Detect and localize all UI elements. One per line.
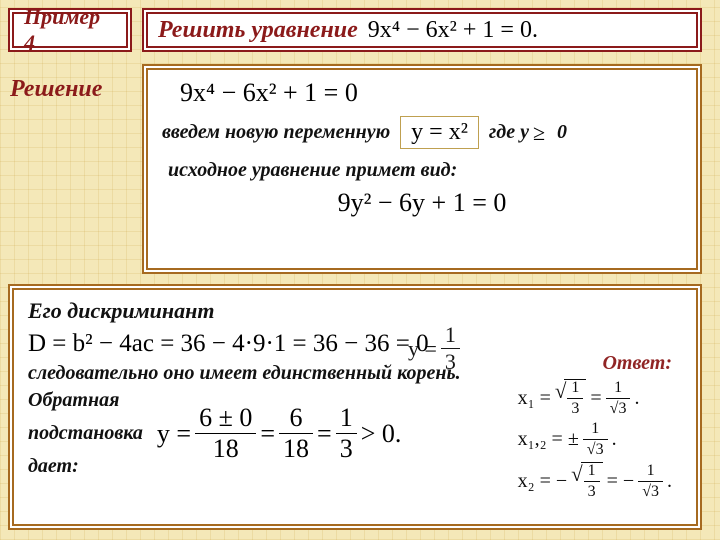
example-label: Пример 4 <box>24 4 116 56</box>
substitution-line: введем новую переменную y = x² где y ≥ 0 <box>162 116 682 149</box>
x2-lhs: x₂ = − <box>518 470 568 493</box>
zero-label: 0 <box>557 121 567 144</box>
equation-original: 9x⁴ − 6x² + 1 = 0 <box>180 78 682 108</box>
where-y-label: где y <box>489 121 529 144</box>
y-f2-den: 18 <box>279 434 313 462</box>
solution-body-box: 9x⁴ − 6x² + 1 = 0 введем новую переменну… <box>142 64 702 274</box>
introduce-var-label: введем новую переменную <box>162 121 390 144</box>
x2-rhs: = − <box>607 470 635 493</box>
geq-symbol: ≥ <box>533 120 545 146</box>
reverse-label-3: дает: <box>28 455 143 478</box>
x12-lhs: x₁,₂ = ± <box>518 428 579 451</box>
equation-in-y: 9y² − 6y + 1 = 0 <box>162 188 682 218</box>
title-equation: 9x⁴ − 6x² + 1 = 0. <box>368 17 538 44</box>
x12-num: 1 <box>583 421 608 440</box>
substitution-eq: y = x² <box>411 119 468 145</box>
x12-line: x₁,₂ = ± 1 √3 . <box>518 421 672 458</box>
y-f2-num: 6 <box>279 405 313 434</box>
y-root-equation: y = 6 ± 0 18 = 6 18 = 1 3 > 0. <box>157 405 401 462</box>
x1-line: x₁ = 1 3 = 1 √3 . <box>518 379 672 417</box>
discriminant-box: Его дискриминант D = b² − 4ac = 36 − 4·9… <box>8 284 702 530</box>
overlay-den: 3 <box>441 349 460 373</box>
answer-label: Ответ: <box>518 352 672 375</box>
x2-rnum: 1 <box>638 463 663 482</box>
x12-tail: . <box>612 428 617 451</box>
x1-rden: √3 <box>606 399 631 417</box>
example-label-box: Пример 4 <box>8 8 132 52</box>
substitution-box: y = x² <box>400 116 479 149</box>
title-box: Решить уравнение 9x⁴ − 6x² + 1 = 0. <box>142 8 702 52</box>
x12-den: √3 <box>583 440 608 458</box>
reverse-label-1: Обратная <box>28 389 143 412</box>
overlay-lhs: y = <box>408 336 437 362</box>
x1-lhs: x₁ = <box>518 387 551 410</box>
x1-inner-den: 3 <box>567 399 583 417</box>
discriminant-equation: D = b² − 4ac = 36 − 4·9·1 = 36 − 36 = 0 <box>28 330 429 357</box>
discriminant-heading: Его дискриминант <box>28 298 682 324</box>
y-f1-den: 18 <box>195 434 256 462</box>
x1-tail: . <box>634 387 639 410</box>
reverse-label-2: подстановка <box>28 422 143 445</box>
overlay-y-one-third: y = 1 3 <box>408 324 460 373</box>
x1-inner-num: 1 <box>567 380 583 399</box>
overlay-num: 1 <box>441 324 460 349</box>
y-f1-num: 6 ± 0 <box>195 405 256 434</box>
title-text: Решить уравнение <box>158 17 358 44</box>
solution-label: Решение <box>10 76 102 103</box>
y-lhs: y = <box>157 419 191 449</box>
y-tail: > 0. <box>361 419 402 449</box>
x2-inner-num: 1 <box>584 463 600 482</box>
x2-tail: . <box>667 470 672 493</box>
x1-rnum: 1 <box>606 380 631 399</box>
y-f3-den: 3 <box>336 434 357 462</box>
transformed-label: исходное уравнение примет вид: <box>168 159 682 182</box>
x2-rden: √3 <box>638 482 663 500</box>
y-f3-num: 1 <box>336 405 357 434</box>
answer-stack: Ответ: x₁ = 1 3 = 1 √3 . x₁,₂ = ± 1 √3 . <box>518 352 672 500</box>
x2-inner-den: 3 <box>584 482 600 500</box>
x2-line: x₂ = − 1 3 = − 1 √3 . <box>518 462 672 500</box>
